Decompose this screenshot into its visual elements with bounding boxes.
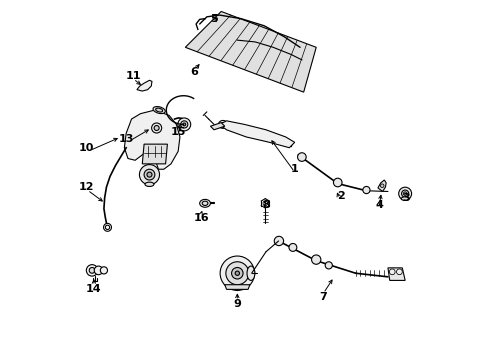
- Circle shape: [403, 192, 406, 195]
- Text: 6: 6: [190, 67, 198, 77]
- Circle shape: [311, 255, 320, 264]
- Circle shape: [288, 243, 296, 251]
- Circle shape: [401, 190, 408, 197]
- Circle shape: [100, 267, 107, 274]
- Ellipse shape: [202, 201, 207, 206]
- Text: 10: 10: [79, 143, 94, 153]
- Text: 3: 3: [401, 193, 409, 203]
- Ellipse shape: [155, 108, 163, 112]
- Circle shape: [147, 172, 152, 177]
- Ellipse shape: [400, 197, 408, 201]
- Text: 16: 16: [193, 213, 209, 222]
- Text: 12: 12: [79, 182, 94, 192]
- Circle shape: [396, 269, 402, 275]
- Circle shape: [297, 153, 305, 161]
- Ellipse shape: [153, 107, 165, 114]
- Circle shape: [274, 236, 283, 246]
- Circle shape: [144, 169, 155, 180]
- Text: 9: 9: [233, 299, 241, 309]
- Circle shape: [263, 201, 267, 206]
- Polygon shape: [210, 123, 224, 130]
- Circle shape: [362, 186, 369, 194]
- Ellipse shape: [246, 266, 254, 280]
- Polygon shape: [219, 121, 294, 148]
- Text: 2: 2: [337, 191, 345, 201]
- Circle shape: [380, 184, 383, 188]
- Text: 14: 14: [86, 284, 102, 294]
- Text: 15: 15: [170, 127, 185, 136]
- Circle shape: [388, 269, 394, 275]
- Polygon shape: [142, 144, 167, 164]
- Circle shape: [325, 262, 332, 269]
- Circle shape: [220, 256, 254, 291]
- Polygon shape: [387, 268, 405, 280]
- Polygon shape: [185, 12, 316, 92]
- Text: 4: 4: [374, 200, 382, 210]
- Text: 5: 5: [210, 14, 217, 24]
- Polygon shape: [137, 80, 152, 91]
- Text: 7: 7: [319, 292, 326, 302]
- Text: 13: 13: [118, 134, 134, 144]
- Circle shape: [180, 121, 187, 128]
- Circle shape: [94, 266, 102, 275]
- Circle shape: [139, 165, 159, 185]
- Circle shape: [333, 178, 341, 187]
- Circle shape: [178, 118, 190, 131]
- Circle shape: [89, 267, 95, 273]
- Polygon shape: [124, 110, 180, 169]
- Ellipse shape: [199, 199, 210, 207]
- Circle shape: [154, 126, 159, 131]
- Text: 11: 11: [125, 71, 141, 81]
- Circle shape: [225, 262, 248, 285]
- Circle shape: [231, 267, 243, 279]
- Text: 1: 1: [290, 164, 298, 174]
- Ellipse shape: [144, 182, 154, 186]
- Circle shape: [86, 265, 98, 276]
- Text: 8: 8: [262, 200, 269, 210]
- Circle shape: [183, 123, 185, 126]
- Circle shape: [398, 187, 411, 200]
- Circle shape: [151, 123, 162, 133]
- Polygon shape: [224, 285, 249, 289]
- Circle shape: [235, 271, 239, 275]
- Polygon shape: [377, 180, 386, 192]
